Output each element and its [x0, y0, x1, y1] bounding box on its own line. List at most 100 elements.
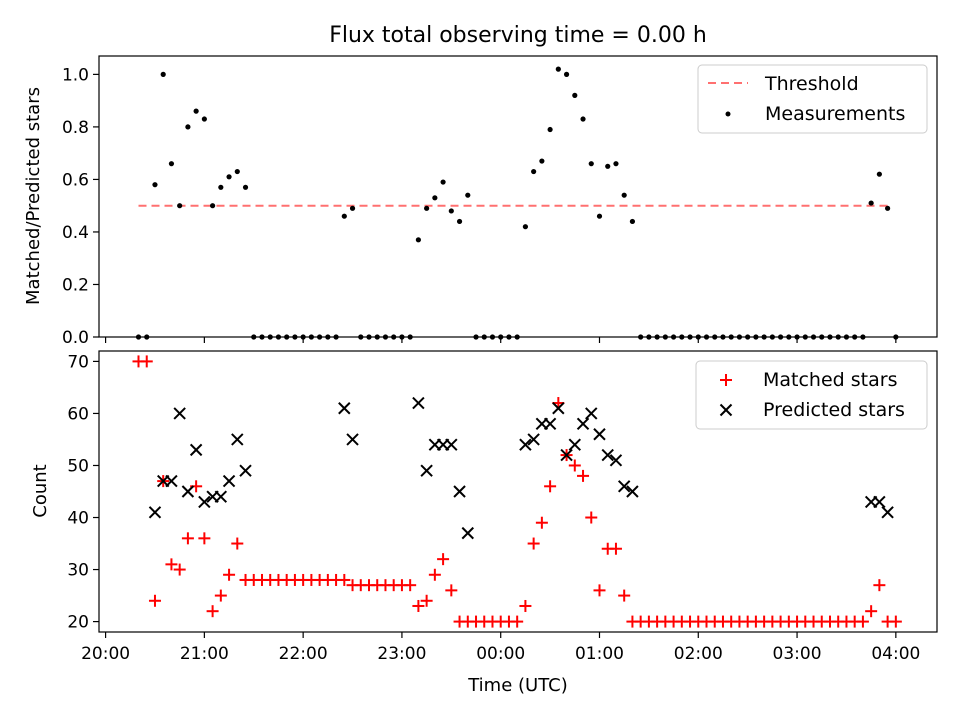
predicted-point-29-b [585, 407, 598, 420]
x-tick-label-1: 21:00 [180, 644, 229, 664]
predicted-point-26 [560, 448, 573, 462]
predicted-point-25 [552, 402, 565, 415]
predicted-legend-swatch [719, 403, 733, 417]
count-y-tick-label-2: 40 [67, 509, 89, 529]
measurement-point-91 [885, 205, 891, 211]
predicted-point-37-b [881, 506, 894, 519]
predicted-point-18 [445, 438, 458, 451]
matched-legend-label: Matched stars [763, 369, 897, 391]
predicted-point-31 [601, 448, 614, 462]
count-y-axis-label: Count [30, 464, 51, 517]
ratio-x-ticks [104, 337, 897, 343]
predicted-point-10 [231, 433, 244, 446]
measurement-point-38 [448, 208, 454, 214]
measurement-point-58 [613, 161, 619, 167]
matched-point-5 [173, 563, 186, 576]
matched-point-47 [519, 599, 532, 612]
matched-point-1 [140, 355, 153, 368]
predicted-point-36-b [873, 495, 886, 509]
measurement-point-5 [177, 203, 183, 209]
ratio-y-tick-label-3: 0.6 [62, 170, 89, 190]
matched-point-8 [198, 532, 211, 545]
ratio-y-tick-label-5: 1.0 [62, 65, 89, 85]
predicted-point-24-b [543, 417, 557, 431]
matched-point-59 [618, 589, 631, 602]
measurement-point-48 [531, 168, 537, 175]
measurement-point-89 [868, 200, 874, 206]
matched-point-50 [544, 480, 557, 493]
measurement-point-8 [201, 116, 207, 122]
matched-point-11 [223, 568, 236, 581]
measurement-point-60 [629, 218, 636, 225]
measurement-point-52 [563, 71, 570, 77]
x-tick-label-2: 22:00 [279, 644, 328, 664]
predicted-point-34-b [626, 485, 639, 498]
ratio-y-tick-label-1: 0.2 [62, 275, 89, 295]
predicted-point-5 [189, 443, 203, 457]
x-tick-label-6: 02:00 [674, 644, 723, 664]
measurement-point-37 [440, 179, 446, 185]
matched-point-49 [535, 516, 548, 529]
ratio-legend-box [697, 64, 928, 134]
matched-point-48 [527, 537, 540, 550]
count-y-tick-label-5: 70 [67, 352, 89, 372]
count-panel: 20 30 40 50 60 70 20:00 21:00 22:00 23:00 00:00 01… [30, 350, 938, 696]
predicted-point-9-b [222, 474, 236, 488]
matched-point-9 [206, 605, 219, 618]
predicted-point-11 [239, 464, 252, 477]
count-marks [132, 355, 902, 628]
predicted-point-29 [585, 407, 598, 420]
matched-point-12 [231, 537, 244, 550]
matched-point-90 [873, 579, 886, 592]
count-y-tick-label-0: 20 [67, 613, 89, 633]
measurement-point-34 [415, 237, 421, 243]
matched-point-46 [511, 615, 524, 628]
predicted-point-33 [617, 480, 631, 493]
measurement-point-56 [596, 213, 603, 219]
measurement-point-9 [209, 203, 216, 209]
predicted-point-22-b [527, 433, 540, 446]
predicted-point-22 [527, 433, 540, 446]
count-plot-frame [98, 350, 938, 633]
predicted-point-2 [165, 474, 178, 488]
predicted-point-37 [881, 506, 894, 519]
predicted-point-12 [338, 402, 351, 415]
matched-legend-marker [720, 374, 732, 386]
predicted-point-14-b [412, 396, 425, 410]
predicted-point-9 [222, 474, 236, 488]
measurement-point-54 [580, 116, 586, 122]
predicted-point-20 [461, 526, 474, 540]
matched-point-56 [593, 584, 606, 597]
measurement-point-55 [588, 161, 594, 167]
measurement-point-3 [160, 71, 166, 77]
matched-point-2 [148, 594, 161, 607]
predicted-point-4-b [181, 485, 195, 498]
predicted-point-2-b [165, 474, 178, 488]
matched-point-4 [165, 558, 178, 571]
ratio-legend: Threshold Measurements [697, 64, 928, 134]
measurement-point-39 [456, 218, 463, 225]
measurements-legend-swatch [725, 111, 731, 117]
predicted-point-15-b [420, 464, 433, 477]
predicted-point-27 [568, 438, 582, 451]
measurement-point-57 [605, 163, 611, 169]
predicted-legend-marker [719, 403, 733, 417]
predicted-point-24 [543, 417, 557, 431]
predicted-point-6 [198, 495, 211, 509]
x-tick-label-4: 00:00 [476, 644, 525, 664]
predicted-point-18-b [445, 438, 458, 451]
predicted-point-27-b [568, 438, 582, 451]
matched-point-34 [412, 599, 425, 612]
measurement-point-53 [572, 92, 578, 98]
count-x-ticks: 20:00 21:00 22:00 23:00 00:00 01:00 02:00 03:00… [81, 632, 920, 664]
x-tick-label-0: 20:00 [81, 644, 130, 664]
predicted-point-30-b [593, 428, 606, 441]
predicted-point-21 [519, 438, 532, 451]
predicted-point-0-b [148, 506, 162, 519]
predicted-point-28-b [576, 417, 590, 431]
measurement-point-51 [555, 66, 561, 72]
matched-point-55 [585, 511, 598, 524]
count-legend: Matched stars Predicted stars [695, 360, 928, 430]
predicted-point-13-b [346, 433, 359, 446]
measurement-point-90 [876, 171, 882, 177]
